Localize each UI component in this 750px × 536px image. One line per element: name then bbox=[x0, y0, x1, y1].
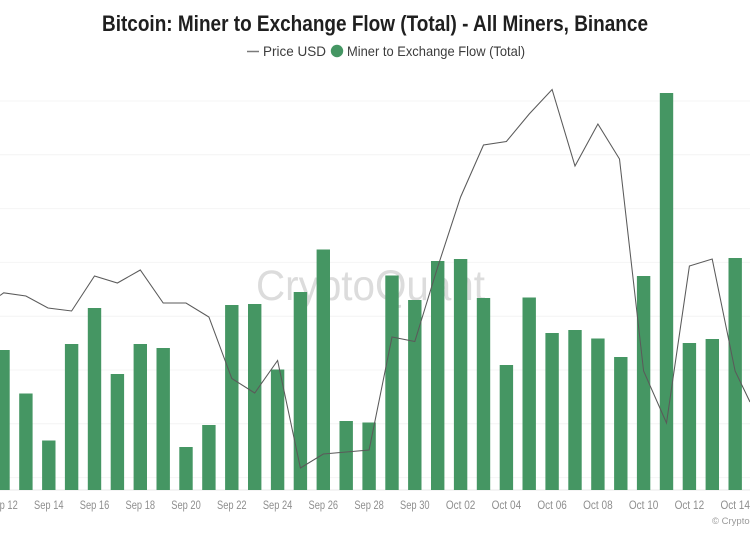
svg-text:Miner to Exchange Flow (Total): Miner to Exchange Flow (Total) bbox=[347, 43, 525, 59]
svg-text:Price USD: Price USD bbox=[263, 43, 326, 59]
svg-text:Bitcoin: Miner to Exchange Flo: Bitcoin: Miner to Exchange Flow (Total) … bbox=[102, 11, 648, 36]
svg-text:Oct 06: Oct 06 bbox=[537, 500, 567, 512]
svg-text:© CryptoQuant: © CryptoQuant bbox=[712, 516, 750, 527]
svg-text:Oct 14: Oct 14 bbox=[720, 500, 750, 512]
svg-text:Sep 12: Sep 12 bbox=[0, 500, 18, 512]
svg-text:Oct 08: Oct 08 bbox=[583, 500, 613, 512]
svg-text:Sep 20: Sep 20 bbox=[171, 500, 201, 512]
svg-text:Sep 22: Sep 22 bbox=[217, 500, 247, 512]
svg-text:CryptoQuant: CryptoQuant bbox=[256, 262, 485, 310]
svg-text:Sep 14: Sep 14 bbox=[34, 500, 64, 512]
svg-text:Sep 16: Sep 16 bbox=[80, 500, 110, 512]
svg-text:Oct 10: Oct 10 bbox=[629, 500, 659, 512]
svg-text:Oct 02: Oct 02 bbox=[446, 500, 476, 512]
svg-text:Sep 24: Sep 24 bbox=[263, 500, 293, 512]
svg-text:Oct 12: Oct 12 bbox=[675, 500, 705, 512]
svg-text:Oct 04: Oct 04 bbox=[492, 500, 522, 512]
svg-text:Sep 18: Sep 18 bbox=[126, 500, 156, 512]
svg-text:Sep 28: Sep 28 bbox=[354, 500, 384, 512]
svg-text:Sep 30: Sep 30 bbox=[400, 500, 430, 512]
svg-text:Sep 26: Sep 26 bbox=[309, 500, 339, 512]
